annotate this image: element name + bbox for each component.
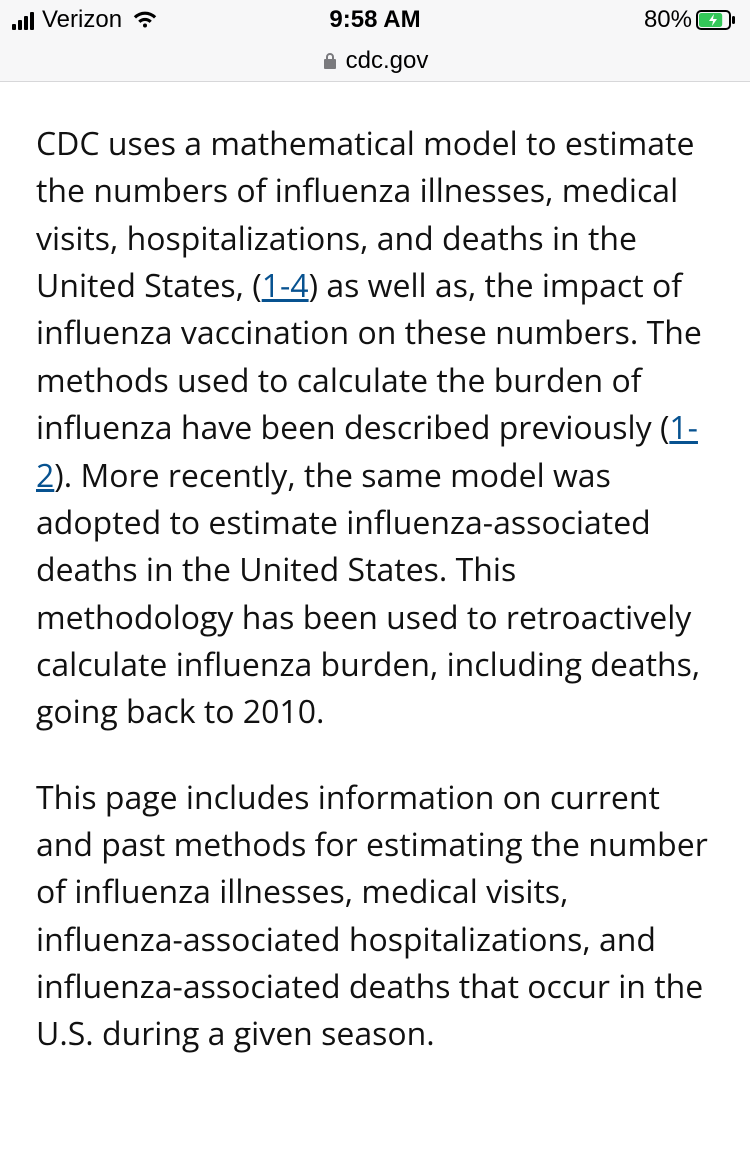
body-text: ). More recently, the same model was ado… xyxy=(36,454,700,734)
browser-address-bar[interactable]: cdc.gov xyxy=(0,40,750,82)
page-content: CDC uses a mathematical model to estimat… xyxy=(0,82,750,1058)
lock-icon xyxy=(322,51,338,71)
status-bar: Verizon 9:58 AM 80% xyxy=(0,0,750,40)
paragraph-2: This page includes information on curren… xyxy=(36,774,716,1058)
clock: 9:58 AM xyxy=(329,6,420,34)
url-domain: cdc.gov xyxy=(346,47,429,75)
cellular-signal-icon xyxy=(12,10,34,30)
battery-icon xyxy=(696,10,736,30)
status-left: Verizon xyxy=(12,6,158,34)
status-right: 80% xyxy=(644,6,736,34)
citation-link-1-4[interactable]: 1-4 xyxy=(262,264,309,307)
paragraph-1: CDC uses a mathematical model to estimat… xyxy=(36,120,716,736)
battery-percent: 80% xyxy=(644,6,692,34)
wifi-icon xyxy=(132,10,158,30)
carrier-label: Verizon xyxy=(42,6,122,34)
